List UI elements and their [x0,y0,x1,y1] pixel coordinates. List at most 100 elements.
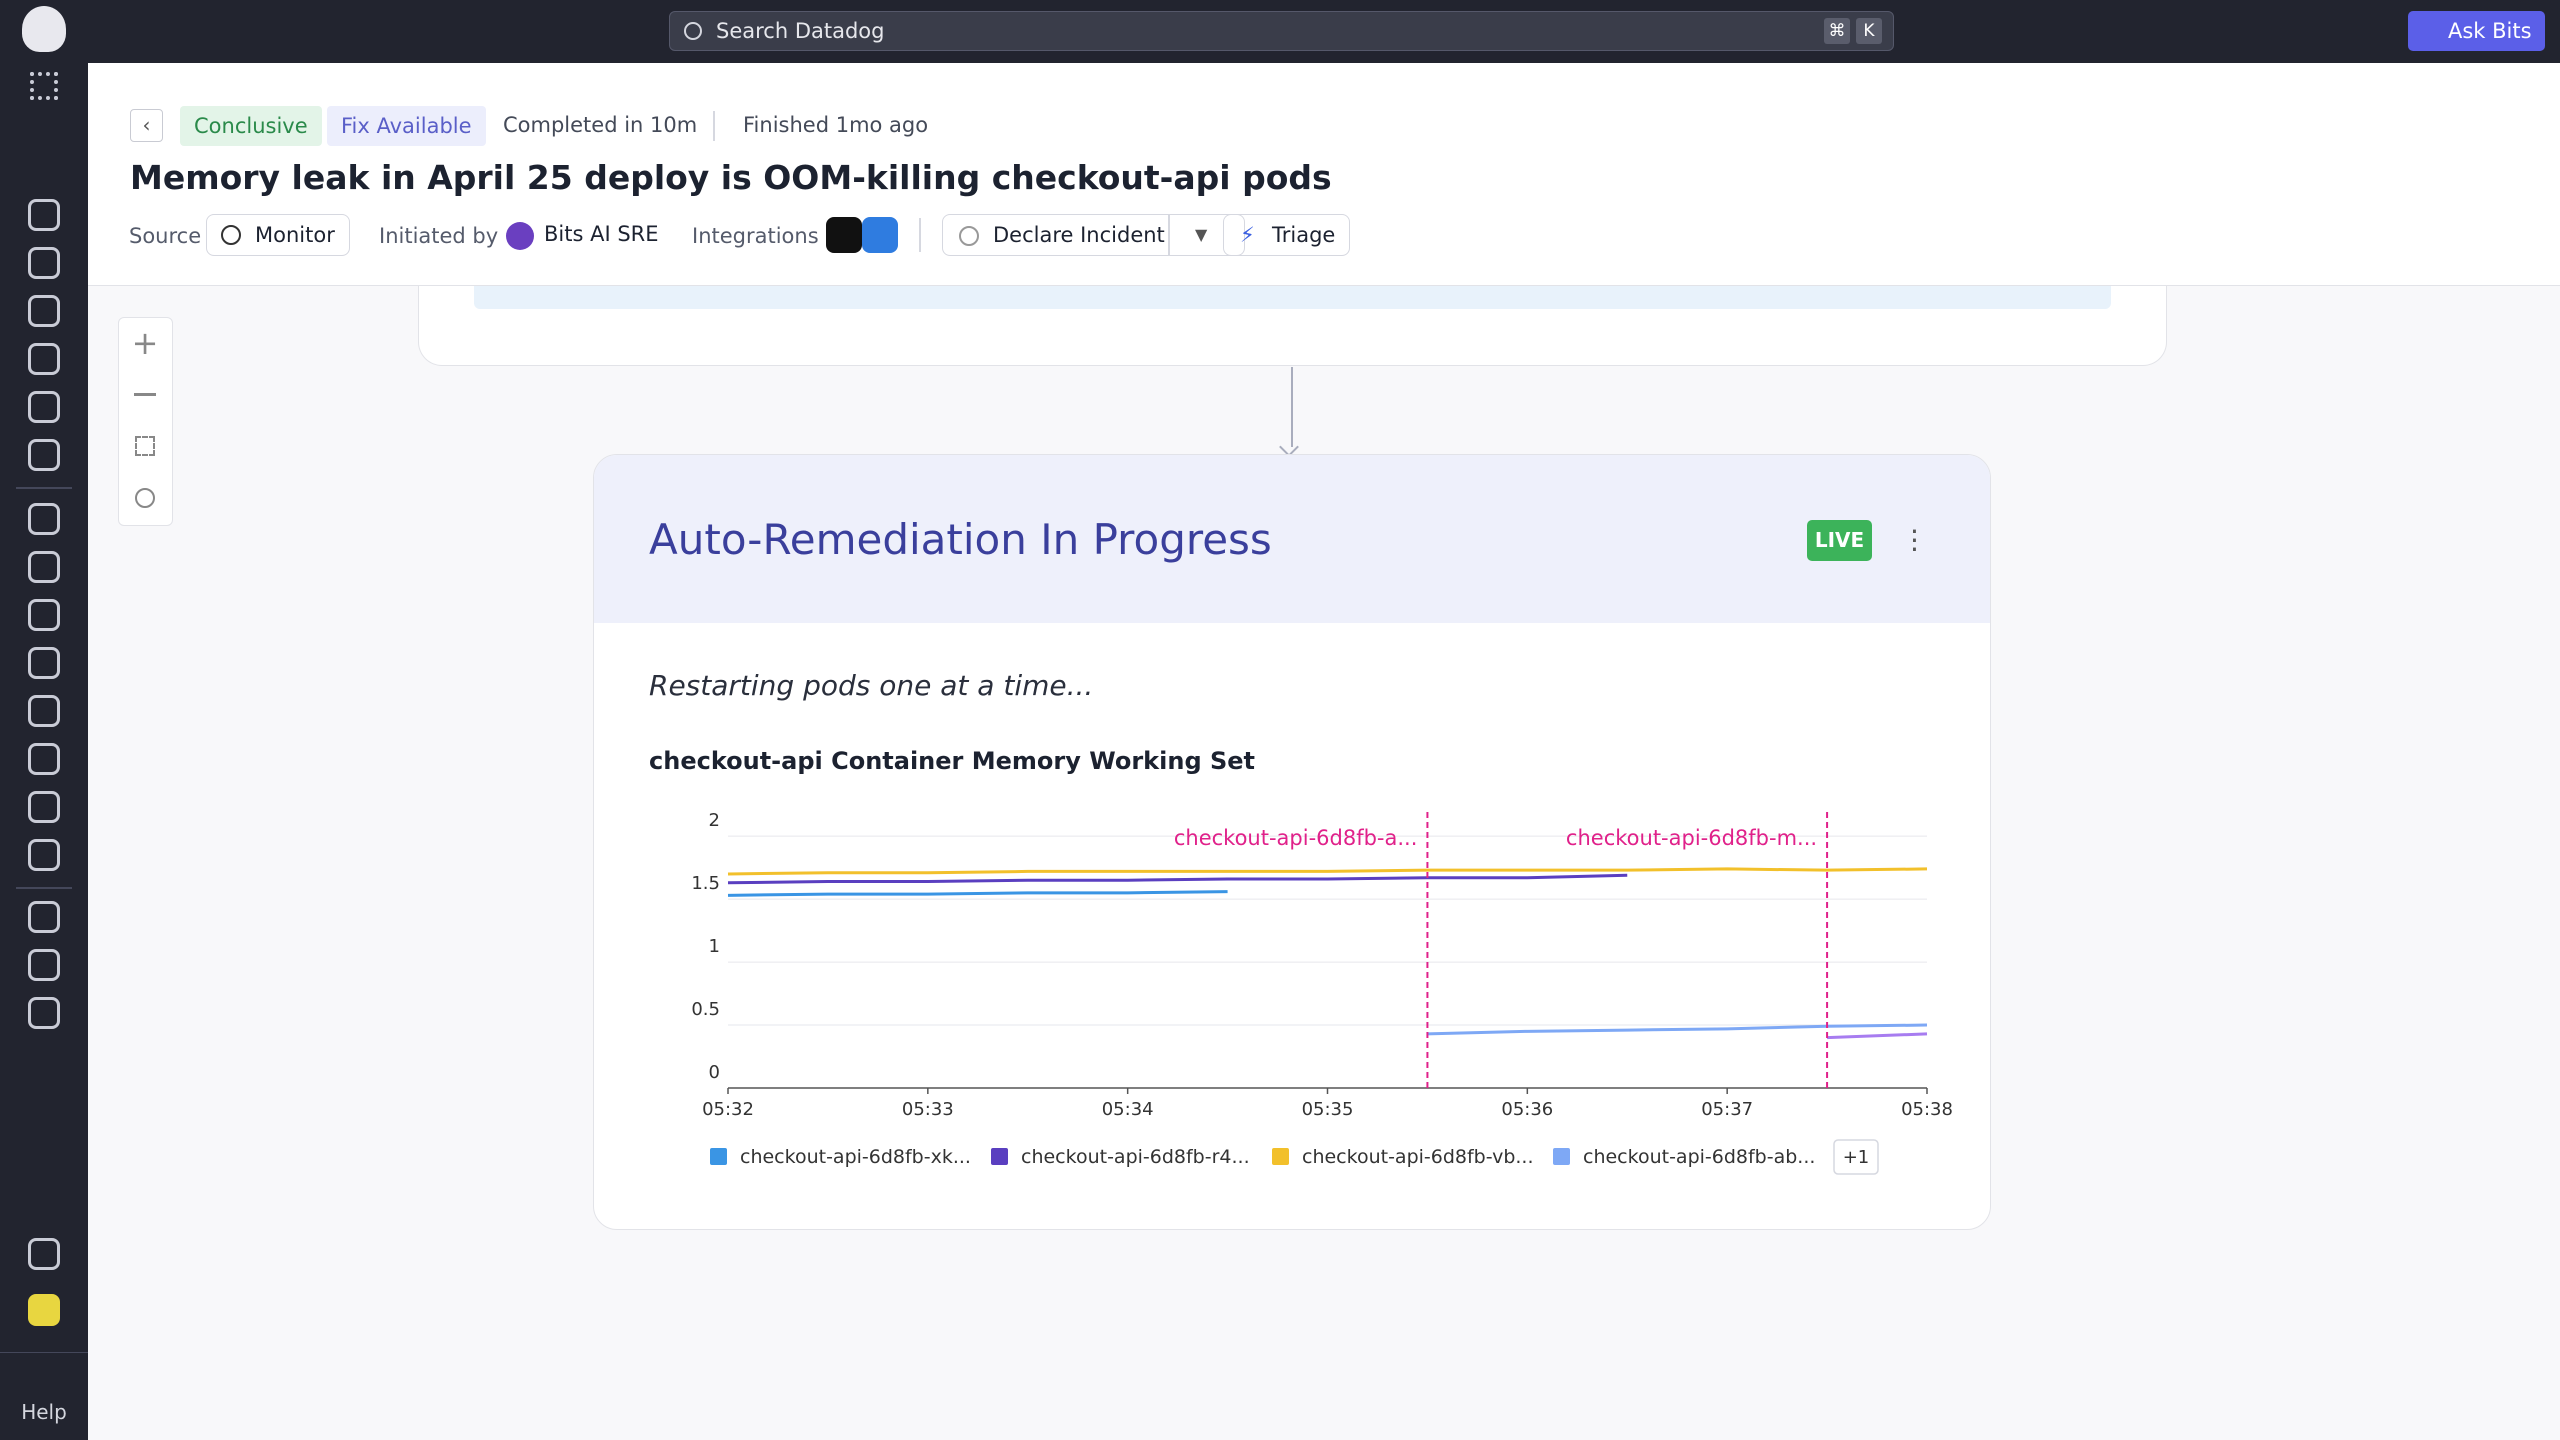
status-message: Restarting pods one at a time... [649,669,1094,702]
nav-icon[interactable] [28,743,60,775]
nav-icon[interactable] [28,391,60,423]
back-button[interactable]: ‹ [130,109,163,142]
x-tick-label: 05:36 [1501,1099,1553,1120]
connector [1291,367,1293,447]
chart: 0 0.5 1 1.5 2 05:32 05:33 05:34 05:35 05:36 05:37 0… [691,810,1953,1175]
ask-bits-label: Ask Bits [2448,19,2532,43]
legend-more-box[interactable] [1833,1139,1879,1175]
x-tick-label: 05:34 [1102,1099,1154,1120]
nav-icon[interactable] [28,551,60,583]
card-title: Auto-Remediation In Progress [649,515,1272,564]
divider [0,1352,88,1353]
zoom-in[interactable]: + [131,324,159,362]
search-icon [684,22,702,40]
y-tick-label: 1.5 [691,873,720,894]
nav-icon[interactable] [28,839,60,871]
nav-icon[interactable] [28,901,60,933]
series-line [1827,1032,1928,1040]
header [88,63,2560,286]
page-title: Memory leak in April 25 deploy is OOM-ki… [130,158,1332,197]
triage-button[interactable]: ⚡ Triage [1223,214,1351,256]
nav-icon[interactable] [28,247,60,279]
sidebar: Help [0,0,88,1440]
chart-title: checkout-api Container Memory Working Se… [649,747,1256,775]
details-strip[interactable] [474,286,2111,309]
key: K [1856,18,1882,44]
nav-icon[interactable] [28,343,60,375]
initiated-label: Initiated by [379,224,499,248]
previous-card [418,286,2167,366]
nav-icon[interactable] [28,695,60,727]
apps-icon[interactable] [30,72,58,100]
github-icon[interactable] [826,217,862,253]
source-chip[interactable]: Monitor [206,214,350,256]
integrations-icon[interactable] [28,1238,60,1270]
search-placeholder: Search Datadog [716,19,885,43]
nav-icon[interactable] [28,503,60,535]
legend-label: checkout-api-6d8fb-r4... [1021,1146,1250,1168]
status-badge: Conclusive [180,106,322,146]
initiator-chip[interactable]: Bits AI SRE [496,214,673,256]
more-menu[interactable]: · · · [1910,515,1919,566]
triage-text: Triage [1272,223,1336,247]
key: ⌘ [1824,18,1850,44]
nav-icon[interactable] [28,791,60,823]
integrations-label: Integrations [692,224,819,248]
nav-icon[interactable] [28,599,60,631]
legend-label: checkout-api-6d8fb-xk... [740,1146,971,1168]
declare-incident-text: Declare Incident [993,223,1165,247]
live-badge: LIVE [1807,520,1872,561]
search-box[interactable]: Search Datadog ⌘ K [669,11,1894,51]
legend-more: +1 [1843,1147,1870,1168]
legend-swatch [1553,1148,1570,1165]
help-label[interactable]: Help [21,1400,67,1424]
zoom-out[interactable] [134,393,156,396]
y-tick-label: 0 [709,1062,720,1083]
nav-icon[interactable] [28,949,60,981]
series-line [727,873,1628,885]
legend-label: checkout-api-6d8fb-vb... [1302,1146,1534,1168]
nav-icon[interactable] [28,295,60,327]
y-tick-label: 1 [709,936,720,957]
divider [16,487,72,489]
separator [713,111,715,141]
nav-icon[interactable] [28,439,60,471]
nav-icon[interactable] [28,997,60,1029]
fit-view[interactable] [135,436,155,456]
x-tick-label: 05:35 [1302,1099,1354,1120]
series-line [727,867,1928,876]
user-icon[interactable] [28,1294,60,1326]
x-tick-label: 05:32 [702,1099,754,1120]
source-label: Source [129,224,202,248]
logo[interactable] [22,6,66,52]
source-text: Monitor [255,223,335,247]
legend-swatch [710,1148,727,1165]
remediation-card: Auto-Remediation In Progress LIVE · · · Re… [593,454,1991,1230]
x-tick-label: 05:33 [902,1099,954,1120]
divider [16,887,72,889]
status-badge: Fix Available [327,106,486,146]
event-label: checkout-api-6d8fb-m... [1566,826,1817,850]
event-label: checkout-api-6d8fb-a... [1174,826,1418,850]
ask-bits-button[interactable]: Ask Bits [2408,11,2545,51]
completed-text: Completed in 10m [503,113,698,137]
declare-incident-button[interactable]: Declare Incident ▼ [942,214,1245,256]
card-header [594,455,1990,623]
series-line [727,890,1228,897]
legend-swatch [991,1148,1008,1165]
y-tick-label: 0.5 [691,999,720,1020]
x-tick-label: 05:37 [1701,1099,1753,1120]
integration-icon[interactable] [862,217,898,253]
x-tick-label: 05:38 [1901,1099,1953,1120]
legend-label: checkout-api-6d8fb-ab... [1583,1146,1815,1168]
series-line [1427,1023,1928,1036]
y-tick-label: 2 [709,810,720,831]
separator [919,218,921,252]
legend-swatch [1272,1148,1289,1165]
top-bar: Search Datadog ⌘ K Ask Bits [0,0,2560,63]
nav-icon[interactable] [28,647,60,679]
search-canvas[interactable] [135,488,155,508]
initiator-text: Bits AI SRE [544,222,659,246]
nav-icon[interactable] [28,199,60,231]
